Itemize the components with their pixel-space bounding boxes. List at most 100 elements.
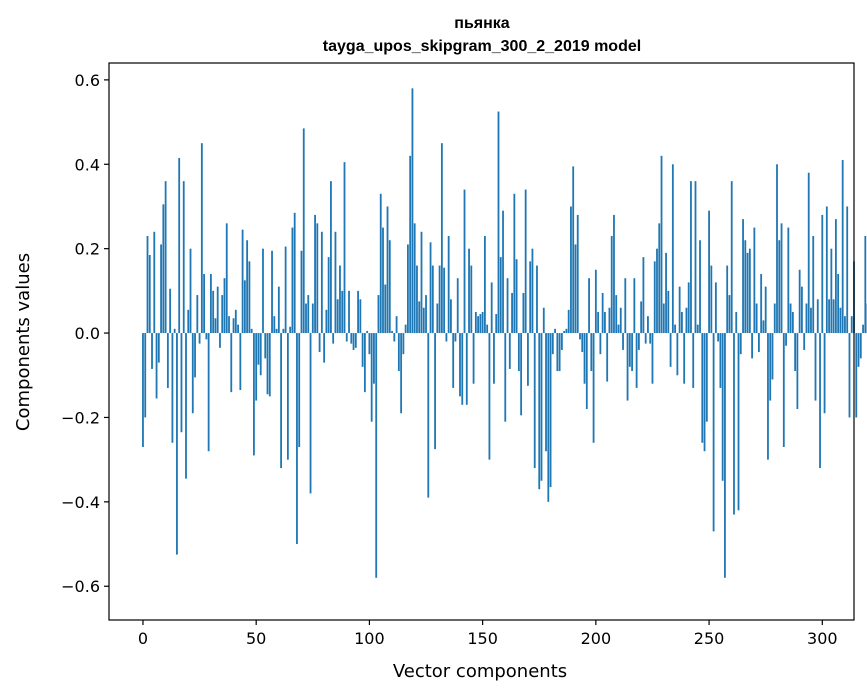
- bar-114: [400, 333, 403, 414]
- bar-158: [499, 257, 502, 334]
- bar-315: [855, 333, 858, 418]
- bar-297: [814, 333, 817, 401]
- bar-118: [409, 155, 412, 334]
- bar-30: [209, 273, 212, 334]
- bar-213: [624, 278, 627, 334]
- bar-68: [296, 333, 298, 545]
- bar-103: [375, 333, 378, 578]
- bar-154: [490, 282, 493, 334]
- y-tick-label-6: −0.6: [61, 577, 100, 596]
- x-tick-label-250: 250: [694, 629, 725, 648]
- bar-52: [259, 333, 262, 376]
- bar-64: [286, 333, 289, 460]
- bar-23: [194, 333, 196, 378]
- bar-185: [560, 333, 563, 350]
- bar-34: [219, 333, 221, 348]
- bar-318: [862, 324, 864, 334]
- bar-15: [176, 333, 178, 555]
- x-tick-label-200: 200: [581, 629, 612, 648]
- bar-13: [171, 333, 174, 443]
- bar-5: [153, 231, 156, 334]
- bar-278: [771, 333, 774, 380]
- bar-61: [280, 333, 282, 469]
- bar-258: [726, 265, 729, 334]
- bar-126: [427, 333, 430, 498]
- bar-85: [334, 231, 337, 334]
- bar-301: [823, 333, 826, 414]
- bar-201: [597, 311, 600, 334]
- x-tick-label-50: 50: [246, 629, 266, 648]
- bar-18: [182, 181, 185, 334]
- bar-115: [402, 333, 405, 355]
- bar-223: [647, 316, 649, 334]
- bar-94: [354, 333, 357, 348]
- bar-79: [320, 231, 323, 334]
- bar-45: [243, 280, 246, 334]
- bar-59: [275, 328, 278, 334]
- bar-169: [524, 189, 527, 334]
- bar-165: [515, 259, 518, 334]
- bar-242: [690, 181, 692, 334]
- bar-171: [529, 261, 532, 334]
- bar-277: [769, 333, 772, 401]
- bar-244: [694, 181, 697, 334]
- bar-251: [710, 265, 713, 334]
- x-tick-label-0: 0: [138, 629, 148, 648]
- bar-220: [640, 301, 643, 334]
- bar-187: [565, 328, 568, 334]
- bar-74: [309, 333, 312, 494]
- bar-183: [556, 333, 559, 372]
- bar-226: [653, 261, 656, 334]
- bar-211: [619, 307, 622, 334]
- bar-274: [762, 320, 765, 334]
- bar-113: [397, 333, 400, 372]
- bar-7: [157, 333, 160, 363]
- bar-210: [617, 324, 620, 334]
- bar-214: [626, 333, 629, 401]
- bar-255: [719, 333, 722, 388]
- bar-302: [825, 206, 828, 334]
- bar-190: [572, 166, 575, 334]
- bar-180: [549, 333, 552, 488]
- bar-166: [517, 333, 520, 372]
- bar-44: [241, 229, 244, 334]
- y-axis-ticks: 0.6 0.4 0.2 0.0 −0.2 −0.4 −0.6: [61, 71, 109, 596]
- bar-156: [495, 314, 498, 334]
- bar-221: [642, 257, 645, 334]
- bar-184: [558, 333, 561, 372]
- bar-60: [277, 286, 280, 334]
- bar-279: [773, 303, 776, 334]
- bar-67: [293, 212, 296, 334]
- bar-75: [311, 303, 314, 334]
- bar-294: [807, 172, 810, 334]
- bar-151: [483, 236, 486, 334]
- bar-164: [513, 193, 516, 334]
- bar-261: [733, 333, 735, 515]
- bar-292: [803, 333, 806, 350]
- bar-139: [456, 278, 459, 334]
- bar-47: [248, 261, 251, 334]
- bar-116: [404, 324, 407, 334]
- bar-109: [388, 240, 391, 334]
- bar-148: [477, 316, 480, 334]
- bar-129: [434, 333, 436, 450]
- bar-41: [234, 309, 237, 334]
- bar-300: [821, 214, 824, 334]
- bar-49: [253, 333, 255, 456]
- bar-174: [536, 265, 538, 334]
- y-tick-label-5: −0.4: [61, 493, 100, 512]
- bar-51: [257, 333, 260, 365]
- bar-247: [701, 333, 704, 443]
- bar-101: [370, 333, 373, 422]
- bar-197: [588, 278, 590, 334]
- bar-316: [857, 333, 860, 367]
- bar-1: [144, 333, 147, 418]
- bar-77: [316, 223, 319, 334]
- bar-132: [440, 143, 443, 334]
- bar-173: [533, 333, 536, 469]
- bar-265: [742, 219, 744, 334]
- bar-162: [508, 333, 511, 369]
- bar-21: [189, 248, 192, 334]
- bar-53: [262, 248, 264, 334]
